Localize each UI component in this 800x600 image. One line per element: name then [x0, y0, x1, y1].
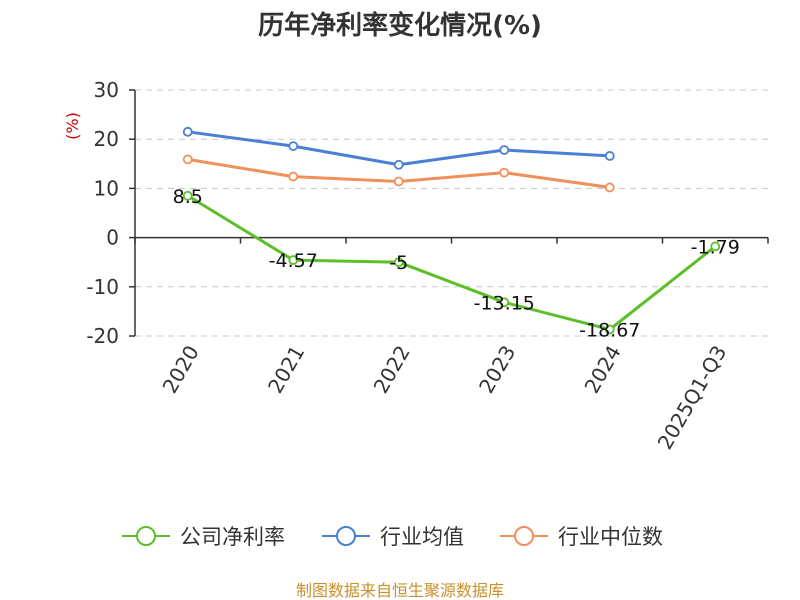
data-label: -5: [389, 252, 408, 274]
x-tick-label: 2025Q1-Q3: [653, 341, 732, 453]
data-point: [604, 182, 615, 193]
data-point: [604, 324, 615, 335]
x-tick-label: 2023: [474, 341, 520, 397]
data-label: 8.5: [173, 186, 203, 208]
gridlines: [135, 89, 768, 337]
legend-item[interactable]: 行业均值: [322, 525, 464, 549]
data-point: [288, 255, 299, 265]
data-point: [182, 190, 193, 201]
legend-label: 行业中位数: [558, 525, 663, 549]
data-point: [288, 171, 299, 182]
data-point: [393, 159, 404, 170]
data-point: [288, 141, 299, 151]
legend-marker: [136, 526, 156, 546]
y-axis-label: (%): [63, 112, 82, 140]
y-tick-label: 20: [94, 127, 119, 151]
y-tick-labels: 30 20 10 0 -10 -20: [86, 78, 119, 348]
series-lines: [182, 126, 721, 335]
data-label: -4.57: [269, 250, 318, 272]
y-tick-label: 0: [106, 226, 119, 250]
legend-label: 公司净利率: [180, 525, 285, 549]
chart-title: 历年净利率变化情况(%): [258, 10, 542, 41]
y-tick-label: -20: [86, 324, 119, 348]
legend-label: 行业均值: [380, 525, 464, 549]
data-label: -18.67: [579, 319, 640, 341]
data-label: -13.15: [474, 292, 535, 314]
data-point: [710, 241, 721, 252]
y-tick-label: 30: [94, 78, 119, 102]
data-point: [182, 126, 193, 137]
series-line: [187, 130, 610, 167]
x-tick-label: 2021: [263, 341, 309, 397]
legend-marker: [336, 526, 356, 546]
data-point: [393, 257, 404, 268]
data-point: [499, 145, 510, 155]
axes: [129, 89, 769, 337]
footer-source: 制图数据来自恒生聚源数据库: [296, 581, 504, 600]
x-tick-label: 2024: [580, 341, 626, 397]
data-point: [393, 176, 404, 187]
y-tick-label: -10: [86, 275, 119, 299]
legend-item[interactable]: 行业中位数: [500, 525, 663, 549]
data-point: [182, 154, 193, 165]
series-line: [186, 194, 717, 331]
data-point: [499, 297, 510, 308]
x-tick-label: 2020: [158, 341, 204, 397]
legend-item[interactable]: 公司净利率: [122, 525, 285, 549]
data-point: [604, 151, 615, 161]
y-tick-label: 10: [94, 176, 119, 200]
legend[interactable]: 公司净利率 行业均值 行业中位数: [122, 525, 663, 549]
x-tick-label: 2022: [369, 341, 415, 397]
data-point: [499, 167, 510, 178]
legend-marker: [514, 526, 534, 546]
data-labels: 8.5 -4.57 -5 -13.15 -18.67 -1.79: [173, 186, 740, 342]
x-tick-labels: 2020 2021 2022 2023 2024 2025Q1-Q3: [158, 341, 732, 453]
data-label: -1.79: [691, 236, 740, 258]
